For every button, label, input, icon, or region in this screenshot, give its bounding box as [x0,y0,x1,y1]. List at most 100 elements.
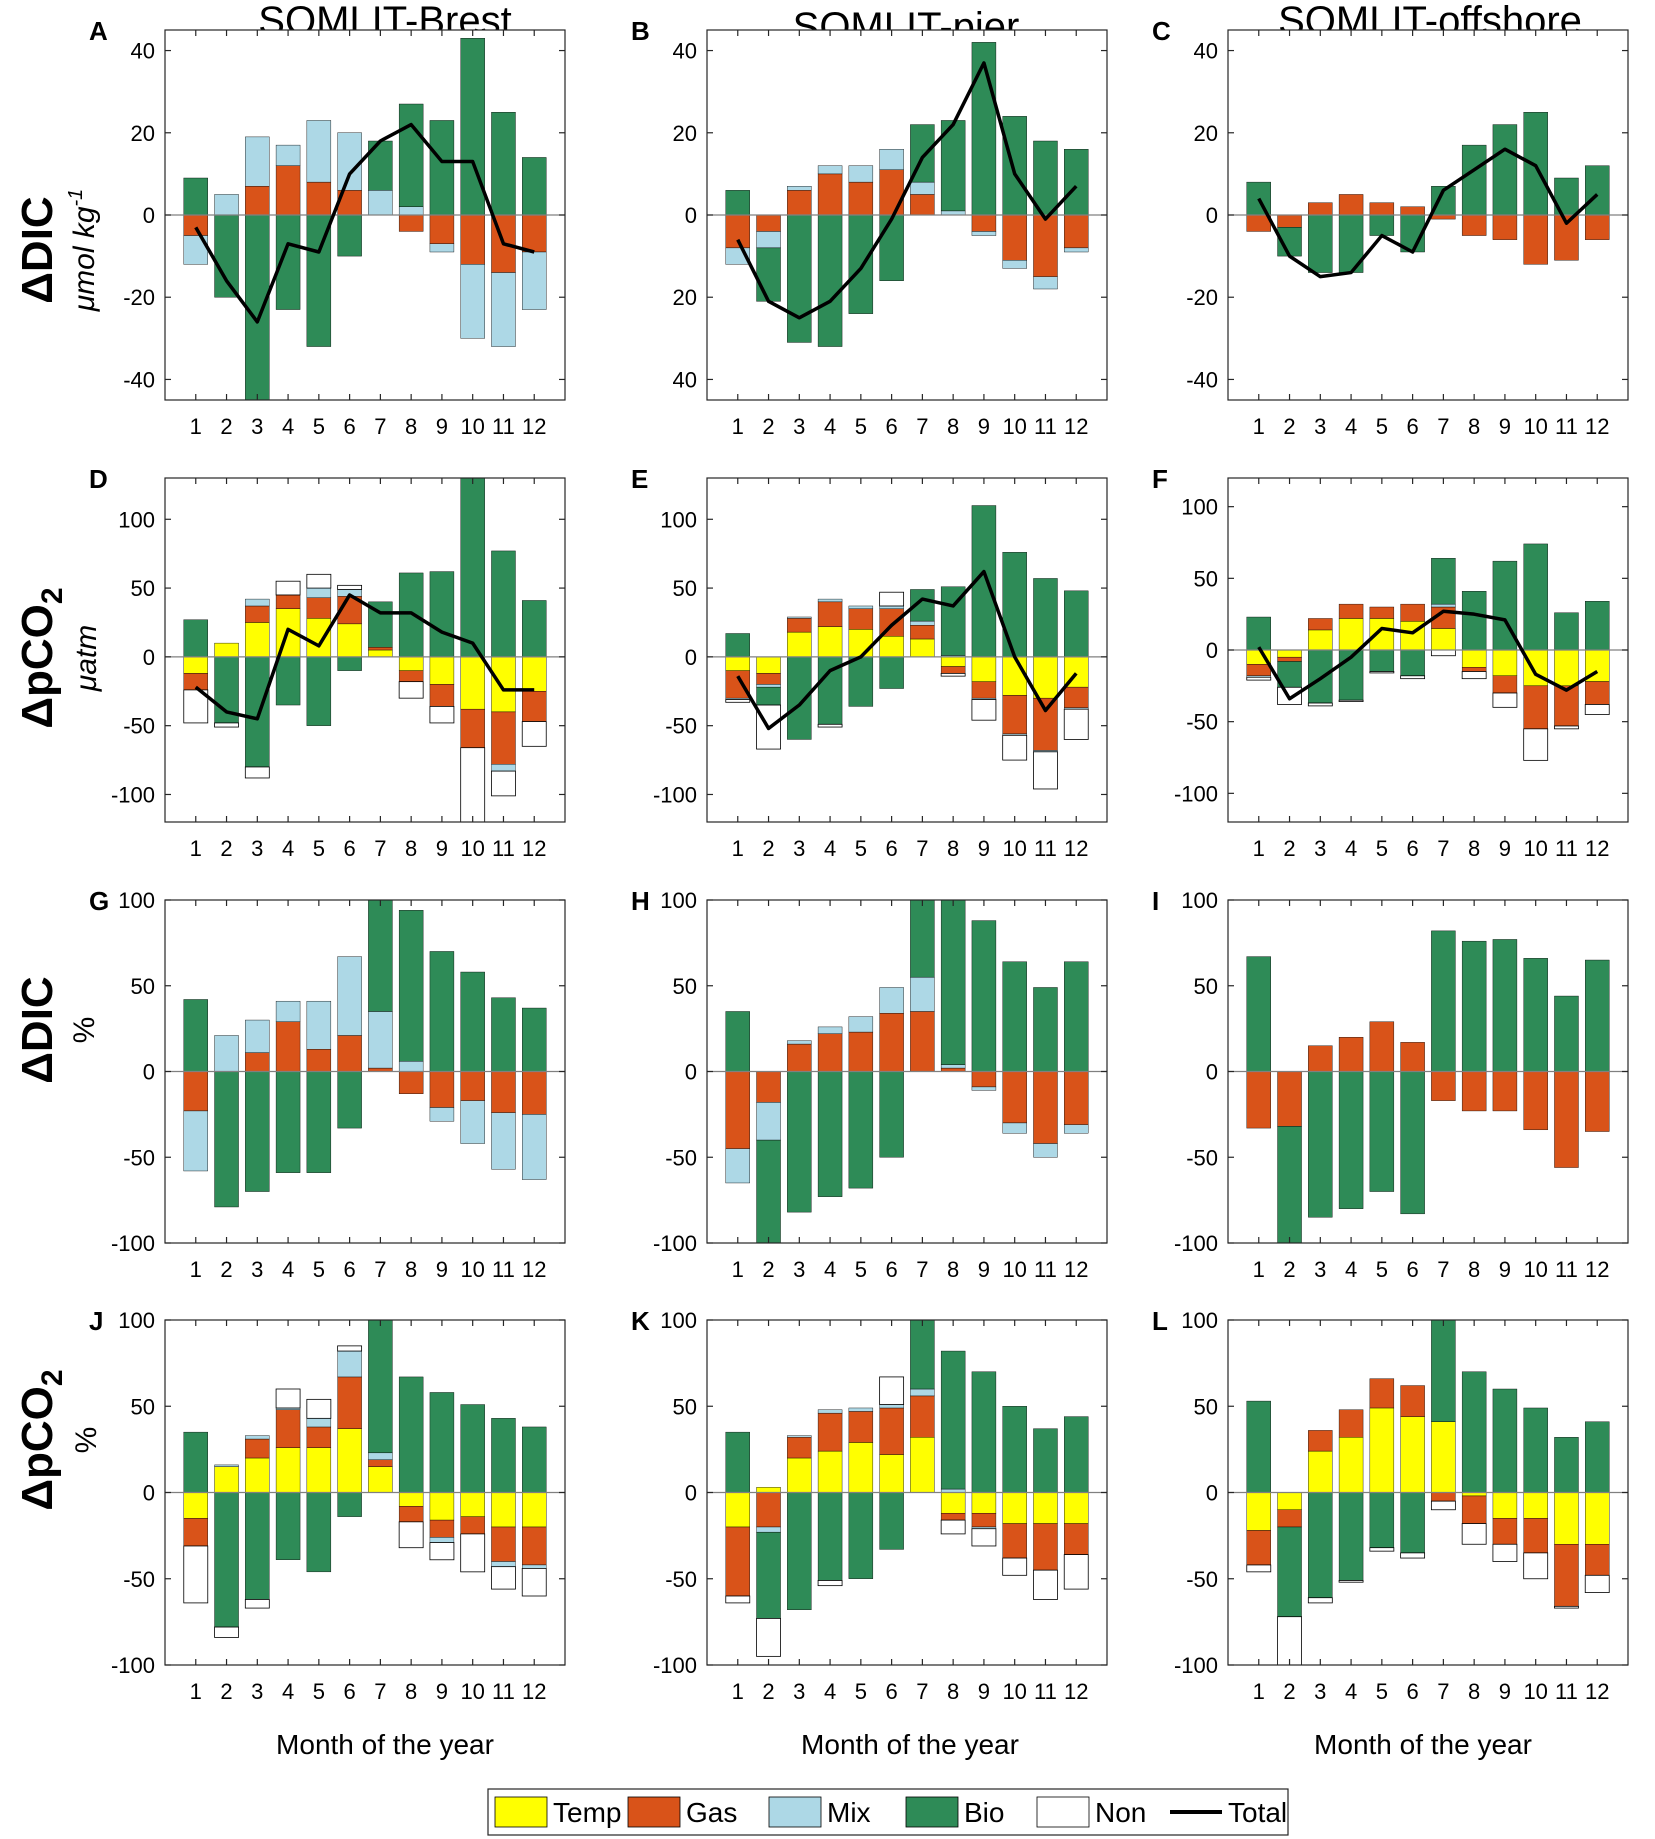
y-tick-label: 100 [1181,495,1218,520]
bar-gas-month-10 [1002,1071,1027,1124]
bar-bio-month-1 [183,999,208,1072]
bar-bio-month-8 [398,103,424,207]
bar-temp-month-7 [368,649,393,658]
row-label-unit-sup: -1 [65,189,87,207]
bar-temp-month-10 [1002,1492,1027,1524]
x-tick-label: 2 [762,414,774,439]
x-tick-label: 6 [343,1679,355,1704]
bar-gas-month-11 [1554,1071,1579,1168]
x-tick-label: 12 [1064,1679,1088,1704]
bar-gas-month-10 [460,214,485,265]
bar-bio-month-10 [1002,116,1027,216]
x-tick-label: 1 [190,1679,202,1704]
bar-gas-month-6 [1400,1385,1425,1417]
row-label-pco2-percent: ΔpCO2 % [13,1369,103,1510]
y-tick-label: 0 [685,1481,697,1506]
bar-bio-month-6 [1400,649,1425,676]
x-tick-label: 5 [1376,1257,1388,1282]
bar-gas-month-11 [1033,1523,1058,1571]
x-tick-label: 12 [522,1679,546,1704]
bar-gas-month-10 [1523,685,1548,730]
x-tick-label: 9 [436,1257,448,1282]
panel-letter: G [89,886,109,916]
y-tick-label: -20 [123,285,155,310]
bar-non-month-1 [725,699,751,703]
y-tick-label: -50 [123,1567,155,1592]
bar-bio-month-3 [1308,649,1333,704]
bar-gas-month-6 [337,1035,362,1072]
x-tick-label: 4 [1345,836,1357,861]
legend-label: Temp [553,1797,621,1828]
bar-gas-month-3 [787,618,812,633]
legend-label: Gas [686,1797,737,1828]
x-tick-label: 7 [374,836,386,861]
bar-gas-month-4 [1338,603,1364,619]
bar-mix-month-5 [306,1000,332,1050]
bar-mix-month-6 [337,956,362,1036]
bar-gas-month-12 [1064,686,1089,708]
x-tick-label: 3 [1314,1679,1326,1704]
bar-temp-month-11 [491,1492,516,1528]
panel-letter: B [631,16,650,46]
x-tick-label: 12 [1585,1257,1609,1282]
bars [725,42,1089,347]
bar-gas-month-7 [910,1011,935,1072]
bar-gas-month-3 [787,190,812,216]
x-tick-label: 2 [762,836,774,861]
bar-temp-month-5 [306,1447,332,1493]
x-tick-label: 2 [1283,1257,1295,1282]
y-tick-label: -100 [111,782,155,807]
bar-mix-month-2 [756,231,781,249]
bar-mix-month-11 [1033,276,1058,290]
x-tick-label: 11 [1034,1257,1057,1282]
bar-temp-month-12 [1064,1492,1089,1524]
total-line [194,593,535,721]
bar-temp-month-8 [940,1492,966,1514]
bar-bio-month-4 [817,1071,843,1197]
bar-temp-month-11 [1033,656,1058,699]
x-tick-label: 1 [190,1257,202,1282]
x-tick-label: 5 [313,1257,325,1282]
bar-temp-month-8 [1461,649,1487,668]
bar-temp-month-3 [245,622,270,658]
y-tick-label: -100 [1174,1231,1218,1256]
bar-gas-month-8 [1461,1495,1487,1524]
bar-gas-month-9 [1492,214,1518,240]
bar-mix-month-10 [1002,260,1027,269]
bar-temp-month-6 [1400,1416,1425,1493]
bar-temp-month-2 [756,656,781,674]
bar-gas-month-9 [1492,675,1518,694]
bar-mix-month-7 [910,976,935,1012]
row-label-main: ΔDIC [13,196,62,303]
bar-bio-month-11 [491,1418,516,1493]
x-tick-label: 11 [492,836,515,861]
bar-non-month-11 [1554,725,1579,730]
row-label-main-text: ΔpCO [13,604,62,729]
bar-mix-month-7 [910,620,935,626]
x-tick-label: 12 [1064,836,1088,861]
total-line [736,61,1078,320]
bar-bio-month-6 [1400,1071,1425,1215]
x-tick-label: 12 [1064,414,1088,439]
x-tick-label: 3 [251,836,263,861]
x-tick-label: 9 [436,414,448,439]
bar-non-month-8 [940,672,966,677]
y-tick-label: -50 [1186,1145,1218,1170]
bars [725,900,1089,1243]
x-tick-label: 12 [1064,1257,1088,1282]
bar-bio-month-1 [183,177,208,216]
bar-temp-month-12 [522,1492,547,1528]
row-label-unit: μatm [70,625,103,692]
bar-bio-month-8 [398,910,424,1062]
bar-non-month-6 [337,584,363,590]
x-tick-label: 11 [1555,1257,1578,1282]
bar-bio-month-5 [306,214,332,347]
row-labels: ΔDIC μmol kg-1 ΔpCO2 μatm ΔDIC % ΔpCO2 % [13,189,103,1511]
y-tick-label: 0 [1206,638,1218,663]
bar-bio-month-4 [817,1492,843,1581]
bar-temp-month-7 [910,638,935,658]
bar-bio-month-3 [1308,1492,1333,1598]
bar-mix-month-2 [756,1102,781,1141]
